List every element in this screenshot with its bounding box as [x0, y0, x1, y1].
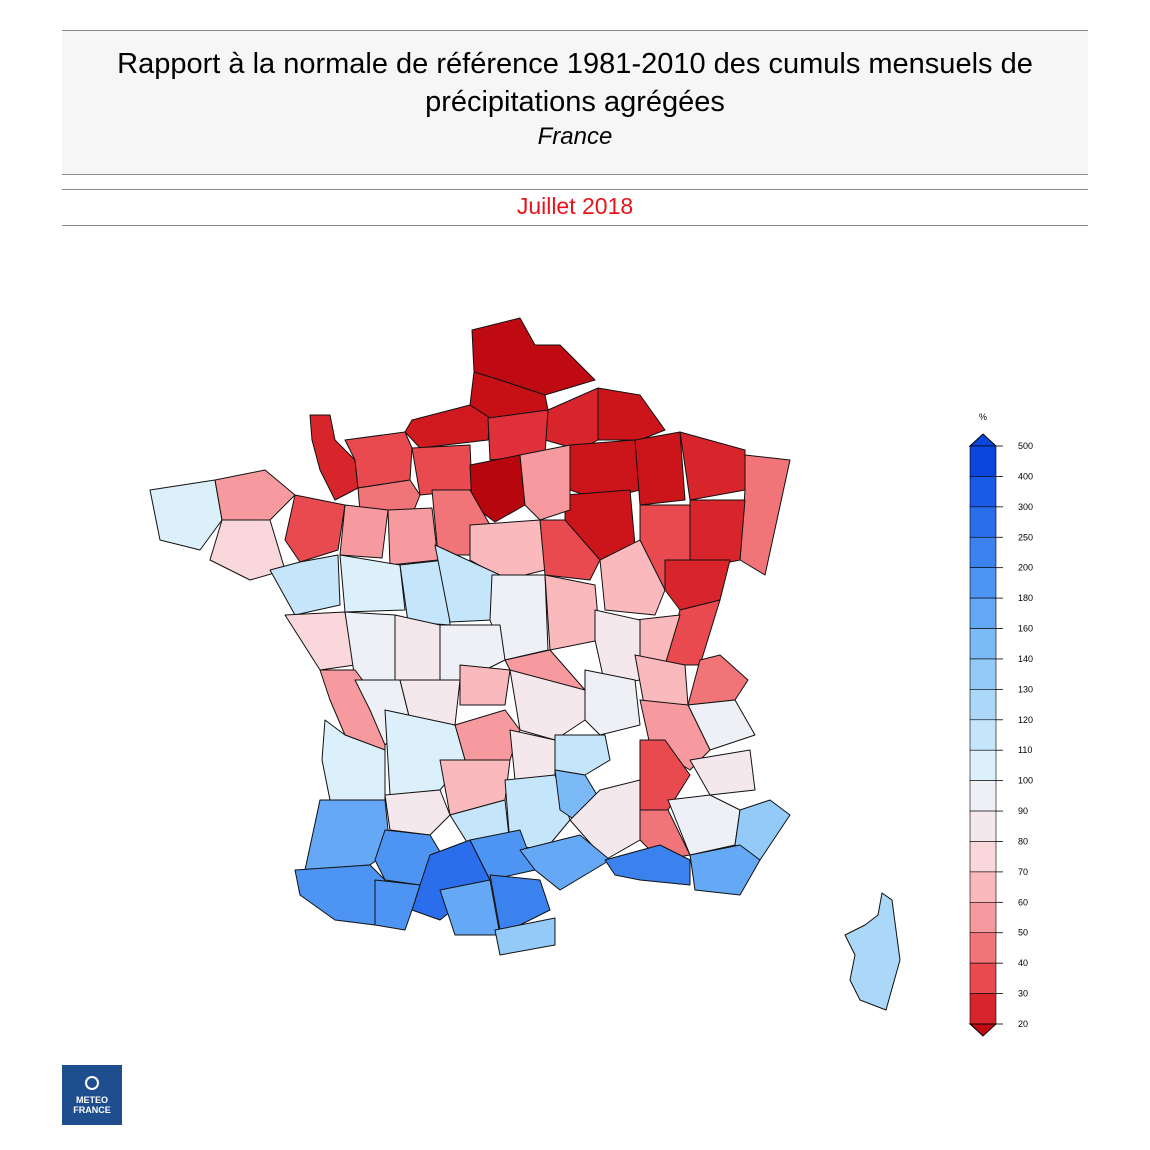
legend: % 500 400 300 250 200 180 160 140 130 120 110 100 90… — [968, 412, 1033, 1037]
legend-tick-label: 300 — [1018, 502, 1033, 512]
legend-tick-label: 30 — [1018, 989, 1028, 999]
dept-seine-et-marne — [519, 444, 571, 521]
dept-bouches-du-rhone — [604, 844, 691, 886]
dept-haute-saone — [664, 559, 731, 611]
legend-tick-label: 80 — [1018, 836, 1028, 846]
legend-tick-label: 200 — [1018, 563, 1033, 573]
dept-haute-savoie — [687, 654, 749, 706]
legend-tick-label: 120 — [1018, 715, 1033, 725]
legend-tick-label: 90 — [1018, 806, 1028, 816]
dept-moselle — [679, 431, 746, 501]
dept-aisne — [544, 387, 599, 451]
legend-swatch — [969, 962, 997, 994]
legend-tick-label: 130 — [1018, 684, 1033, 694]
legend-top-arrow — [968, 433, 998, 447]
legend-swatch — [969, 719, 997, 751]
dept-sarthe — [387, 507, 439, 566]
legend-tick-label: 70 — [1018, 867, 1028, 877]
legend-swatch — [969, 689, 997, 721]
dept-yonne — [539, 519, 601, 581]
dept-gard — [569, 779, 641, 861]
legend-swatch — [969, 841, 997, 873]
legend-tick-label: 50 — [1018, 928, 1028, 938]
dept-maine-et-loire — [339, 554, 406, 613]
legend-tick-label: 100 — [1018, 776, 1033, 786]
dept-hautes-pyrenees — [374, 879, 421, 931]
logo-icon — [85, 1076, 99, 1090]
legend-tick-label: 160 — [1018, 624, 1033, 634]
period-bar: Juillet 2018 — [62, 189, 1088, 226]
dept-cotes-armor — [214, 469, 296, 521]
meteo-france-logo: METEO FRANCE — [62, 1065, 122, 1125]
dept-pyrenees-atlantiques — [294, 864, 386, 926]
dept-vienne — [394, 614, 441, 681]
legend-swatch — [969, 932, 997, 964]
legend-swatch — [969, 810, 997, 842]
legend-tick-label: 180 — [1018, 593, 1033, 603]
dept-loire — [584, 669, 641, 736]
legend-tick-label: 400 — [1018, 471, 1033, 481]
legend-swatch — [969, 658, 997, 690]
header-panel: Rapport à la normale de référence 1981-2… — [62, 30, 1088, 175]
dept-ardennes — [597, 387, 666, 441]
dept-lot-et-garonne — [384, 789, 451, 836]
dept-loire-atlantique — [269, 554, 341, 616]
logo-line1: METEO — [75, 1095, 108, 1105]
legend-swatch — [969, 445, 997, 477]
dept-haute-loire — [554, 734, 611, 776]
legend-swatch — [969, 476, 997, 508]
dept-aude — [489, 874, 551, 931]
legend-swatch — [969, 749, 997, 781]
legend-tick-label: 140 — [1018, 654, 1033, 664]
legend-swatch — [969, 628, 997, 660]
legend-tick-label: 40 — [1018, 958, 1028, 968]
legend-tick-label: 500 — [1018, 441, 1033, 451]
legend-bottom-arrow — [968, 1023, 998, 1037]
legend-unit: % — [979, 412, 987, 422]
map-title: Rapport à la normale de référence 1981-2… — [117, 48, 1033, 118]
legend-swatch — [969, 536, 997, 568]
legend-swatch — [969, 871, 997, 903]
map-region: France — [537, 123, 613, 150]
dept-pyrenees-orientales — [494, 917, 556, 956]
dept-cote-d-or — [599, 539, 666, 616]
dept-var — [689, 844, 761, 896]
legend-swatch — [969, 902, 997, 934]
logo-line2: FRANCE — [73, 1105, 111, 1115]
dept-alpes-maritimes — [734, 799, 791, 861]
legend-swatch — [969, 780, 997, 812]
period-label: Juillet 2018 — [516, 193, 634, 219]
dept-somme — [404, 404, 491, 449]
dept-ille-et-vilaine — [284, 494, 346, 563]
dept-puy-de-dome — [509, 669, 586, 741]
corsica — [844, 892, 901, 1011]
dept-manche — [309, 414, 359, 501]
dept-morbihan — [209, 519, 286, 581]
legend-tick-label: 60 — [1018, 897, 1028, 907]
dept-bas-rhin — [739, 454, 791, 576]
dept-eure — [411, 444, 473, 496]
legend-swatch — [969, 567, 997, 599]
legend-tick-label: 110 — [1018, 745, 1032, 755]
legend-tick-label: 20 — [1018, 1019, 1028, 1029]
dept-ariege — [439, 879, 501, 936]
dept-meuse — [634, 431, 686, 506]
legend-swatch — [969, 993, 997, 1025]
dept-vendee — [284, 611, 356, 671]
dept-herault — [519, 834, 611, 891]
dept-finistere — [149, 479, 223, 551]
dept-creuse — [459, 664, 511, 706]
dept-mayenne — [339, 504, 389, 559]
dept-hautes-alpes — [689, 749, 756, 796]
dept-nievre — [544, 574, 601, 651]
legend-tick-label: 250 — [1018, 532, 1033, 542]
legend-swatch — [969, 597, 997, 629]
legend-swatch — [969, 506, 997, 538]
